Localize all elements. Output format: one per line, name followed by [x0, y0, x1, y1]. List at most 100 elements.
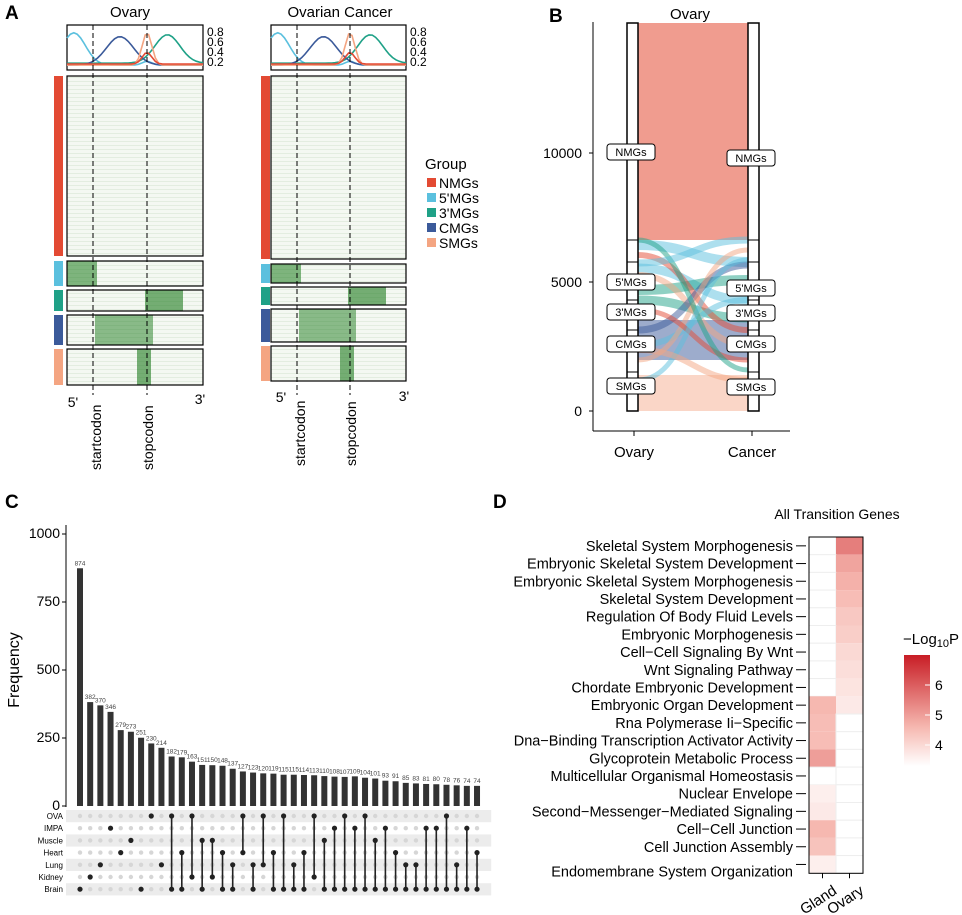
bar — [311, 775, 318, 806]
marker-stopcodon: stopcodon — [140, 405, 156, 470]
stratum-label-box — [606, 273, 656, 291]
bar — [453, 785, 460, 806]
colorbar-tick-label: 5 — [935, 707, 943, 723]
profile-tick: 0.2 — [410, 55, 427, 69]
matrix-dot — [87, 887, 93, 892]
matrix-dot — [77, 826, 83, 831]
heat-band — [271, 264, 406, 283]
stratum-ovary — [626, 22, 639, 412]
matrix-dot — [250, 813, 256, 819]
matrix-dot — [149, 850, 154, 855]
bar — [351, 776, 358, 806]
bar-value-label: 76 — [453, 777, 461, 784]
matrix-dot — [393, 838, 398, 843]
matrix-dot — [138, 813, 144, 819]
y-tick-750: 750 — [37, 593, 61, 609]
matrix-dot — [149, 874, 154, 880]
matrix-dot — [352, 886, 358, 892]
group-side-bar — [54, 315, 63, 345]
bar-value-label: 93 — [382, 773, 390, 780]
heat-cell-ovary — [836, 607, 863, 626]
axis-label-cancer: Cancer — [728, 444, 776, 461]
heat-cell-ovary — [835, 855, 864, 874]
matrix-dot — [87, 874, 93, 880]
bar-value-label: 382 — [85, 694, 96, 701]
bar — [97, 705, 104, 806]
bar — [463, 785, 470, 806]
matrix-dot — [403, 886, 409, 892]
legend-swatch — [427, 208, 436, 217]
matrix-dot — [98, 887, 103, 892]
flow-ribbon — [637, 257, 749, 383]
heat-band — [67, 76, 203, 256]
group-side-bar — [54, 76, 63, 256]
profile-tick: 0.6 — [207, 35, 224, 49]
bar — [382, 780, 389, 806]
set-label: Lung — [45, 861, 63, 870]
bar — [239, 771, 246, 806]
matrix-dot — [250, 838, 256, 843]
bar-value-label: 101 — [370, 771, 381, 778]
set-label: Muscle — [38, 836, 64, 845]
matrix-dot — [474, 838, 480, 843]
matrix-dot — [443, 886, 450, 892]
y-tick-1000: 1000 — [29, 525, 60, 541]
matrix-dot — [118, 838, 123, 843]
stratum-label-box — [606, 377, 656, 395]
matrix-dot — [454, 886, 460, 892]
go-term-label: Nuclear Envelope — [679, 787, 793, 803]
heat-cell-ovary — [835, 784, 864, 803]
heat-signal — [95, 315, 153, 345]
matrix-dot — [372, 886, 378, 892]
matrix-dot — [108, 850, 113, 855]
bar-value-label: 74 — [463, 778, 471, 785]
go-term-label: Dna−Binding Transcription Activator Acti… — [514, 734, 794, 750]
bar-value-label: 148 — [217, 758, 228, 765]
group-side-bar — [54, 349, 63, 385]
matrix-dot — [464, 886, 470, 892]
heat-frame — [808, 536, 864, 874]
heat-signal — [348, 287, 386, 305]
matrix-dot — [159, 874, 164, 880]
matrix-dot — [149, 826, 154, 831]
matrix-dot — [291, 838, 296, 843]
x-tick-5prime: 5' — [68, 394, 78, 410]
heat-cell-gland — [808, 660, 837, 680]
matrix-dot — [108, 862, 113, 867]
bar — [117, 730, 124, 806]
matrix-dot — [464, 813, 470, 819]
y-tick-250: 250 — [37, 729, 61, 745]
matrix-dot — [98, 874, 103, 880]
matrix-dot — [219, 886, 226, 892]
matrix-dot — [138, 826, 144, 831]
matrix-dot — [118, 887, 123, 892]
set-label: IMPA — [44, 824, 64, 833]
matrix-dot — [118, 813, 123, 819]
bar — [219, 765, 226, 806]
matrix-dot — [179, 813, 184, 819]
matrix-dot — [189, 887, 195, 892]
legend-swatch — [427, 178, 436, 187]
matrix-dot — [301, 886, 307, 892]
heat-band-frame — [66, 314, 204, 346]
bar-value-label: 874 — [75, 560, 86, 567]
heat-cell-ovary — [835, 802, 864, 821]
matrix-dot — [230, 838, 235, 843]
bar-value-label: 279 — [115, 722, 126, 729]
matrix-dot — [230, 886, 236, 892]
matrix-dot — [108, 874, 113, 880]
matrix-dot — [77, 838, 83, 843]
matrix-dot — [87, 813, 93, 819]
marker-stopcodon: stopcodon — [343, 401, 359, 466]
bar-value-label: 346 — [105, 704, 116, 711]
matrix-dot — [403, 826, 408, 831]
bar — [77, 568, 83, 806]
heat-cell-ovary — [836, 537, 863, 555]
y-tick-10000: 10000 — [543, 145, 582, 161]
colorbar-tick-label: 6 — [935, 677, 943, 693]
bar — [402, 782, 409, 806]
y-tick-0: 0 — [574, 403, 582, 419]
matrix-dot — [382, 886, 388, 892]
heatmap-ovary — [54, 24, 204, 395]
